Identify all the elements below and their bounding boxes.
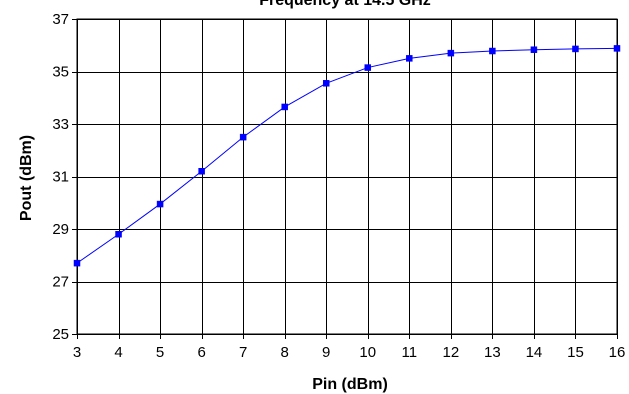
data-point-12 — [572, 45, 579, 53]
data-point-2 — [156, 200, 164, 208]
data-point-5 — [281, 103, 288, 111]
x-tick-label-8: 11 — [402, 344, 418, 361]
y-tick-label-2: 29 — [52, 221, 69, 238]
x-tick-label-13: 16 — [609, 344, 626, 361]
grid-lines — [77, 19, 618, 335]
data-point-8 — [406, 55, 413, 62]
data-point-10 — [489, 47, 496, 55]
y-tick-label-0: 25 — [52, 326, 69, 343]
data-point-11 — [530, 46, 538, 53]
y-tick-labels: 25 27 29 31 33 35 37 — [52, 11, 77, 343]
x-tick-label-12: 15 — [567, 344, 584, 361]
y-tick-label-4: 33 — [52, 116, 69, 133]
data-point-6 — [322, 80, 330, 87]
x-tick-label-1: 4 — [114, 344, 122, 361]
x-tick-labels: 3 4 5 6 7 8 9 10 11 12 13 14 15 16 — [73, 334, 626, 361]
x-tick-label-0: 3 — [73, 344, 81, 361]
y-tick-label-5: 35 — [52, 64, 69, 81]
plot-area-frame — [76, 18, 618, 335]
data-point-3 — [198, 168, 205, 175]
y-tick-label-1: 27 — [52, 274, 69, 291]
data-point-1 — [115, 231, 122, 238]
x-tick-label-4: 7 — [239, 344, 247, 361]
y-tick-label-6: 37 — [52, 11, 69, 28]
chart-title: Frequency at 14.5 GHz — [259, 0, 431, 9]
x-tick-label-11: 14 — [526, 344, 543, 361]
x-axis-label: Pin (dBm) — [312, 376, 388, 393]
data-point-0 — [73, 259, 81, 267]
data-point-4 — [239, 133, 247, 141]
x-tick-label-10: 13 — [484, 344, 501, 361]
x-tick-label-6: 9 — [322, 344, 330, 361]
x-tick-label-9: 12 — [443, 344, 460, 361]
series-0-line — [76, 47, 618, 264]
x-tick-label-7: 10 — [359, 344, 376, 361]
x-tick-label-3: 6 — [197, 344, 205, 361]
series-layer — [73, 45, 621, 267]
x-tick-label-2: 5 — [156, 344, 164, 361]
x-tick-label-5: 8 — [281, 344, 289, 361]
data-point-7 — [364, 64, 372, 71]
y-tick-label-3: 31 — [52, 169, 69, 186]
y-axis-label: Pout (dBm) — [18, 135, 35, 221]
data-point-13 — [613, 45, 621, 52]
data-point-9 — [447, 49, 455, 57]
